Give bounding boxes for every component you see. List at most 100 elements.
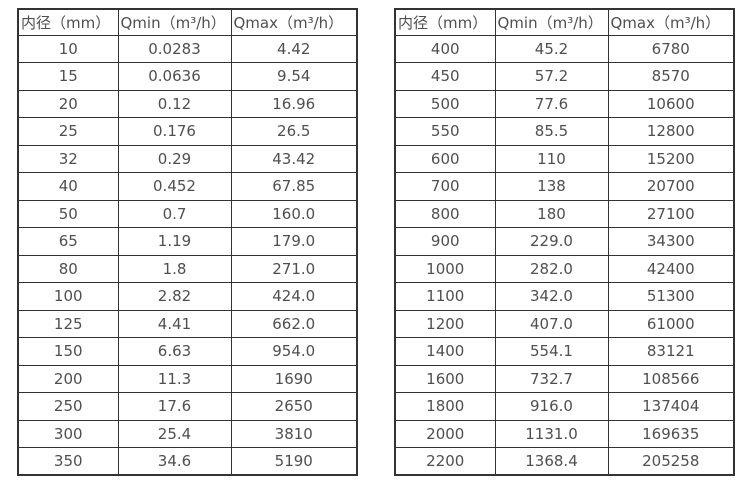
table-row: 65 1.19 179.0 [17,227,358,256]
table-row: 1600 732.7 108566 [394,364,735,393]
table-row: 300 25.4 3810 [17,419,358,448]
table-cell: 100 [17,282,119,311]
table-cell: 6.63 [117,337,232,366]
table-cell: 32 [17,144,119,173]
table-cell: 0.12 [117,89,232,118]
table-cell: 34300 [607,227,735,256]
table-cell: 25 [17,117,119,146]
table-cell: 554.1 [494,337,609,366]
table-cell: 20700 [607,172,735,201]
table-row: 2000 1131.0 169635 [394,419,735,448]
table-cell: 4.41 [117,309,232,338]
table-cell: 500 [394,89,496,118]
table-cell: 400 [394,34,496,63]
table-cell: 205258 [607,447,735,476]
table-cell: 550 [394,117,496,146]
table-cell: 6780 [607,34,735,63]
table-header-row: 内径（mm） Qmin（m³/h） Qmax（m³/h） [17,8,358,36]
table-cell: 65 [17,227,119,256]
table-row: 100 2.82 424.0 [17,282,358,311]
table-cell: 1.8 [117,254,232,283]
table-cell: 1000 [394,254,496,283]
table-row: 40 0.452 67.85 [17,172,358,201]
table-row: 350 34.6 5190 [17,447,358,476]
table-cell: 20 [17,89,119,118]
table-row: 1800 916.0 137404 [394,392,735,421]
table-row: 50 0.7 160.0 [17,199,358,228]
table-cell: 125 [17,309,119,338]
table-cell: 45.2 [494,34,609,63]
table-cell: 1800 [394,392,496,421]
table-row: 200 11.3 1690 [17,364,358,393]
column-header-inner-diameter: 内径（mm） [17,8,119,36]
table-cell: 34.6 [117,447,232,476]
table-cell: 0.29 [117,144,232,173]
table-row: 450 57.2 8570 [394,62,735,91]
table-cell: 42400 [607,254,735,283]
table-cell: 1131.0 [494,419,609,448]
table-header-row: 内径（mm） Qmin（m³/h） Qmax（m³/h） [394,8,735,36]
table-cell: 15 [17,62,119,91]
table-cell: 67.85 [230,172,358,201]
table-cell: 0.0283 [117,34,232,63]
table-cell: 1600 [394,364,496,393]
table-row: 15 0.0636 9.54 [17,62,358,91]
table-cell: 9.54 [230,62,358,91]
column-header-qmax: Qmax（m³/h） [230,8,358,36]
table-cell: 0.7 [117,199,232,228]
table-cell: 27100 [607,199,735,228]
table-row: 1100 342.0 51300 [394,282,735,311]
table-cell: 1.19 [117,227,232,256]
table-cell: 407.0 [494,309,609,338]
column-header-qmax: Qmax（m³/h） [607,8,735,36]
table-cell: 200 [17,364,119,393]
table-cell: 83121 [607,337,735,366]
table-cell: 43.42 [230,144,358,173]
table-body: 400 45.2 6780 450 57.2 8570 500 77.6 10600 550 85.… [394,34,735,476]
table-cell: 916.0 [494,392,609,421]
table-cell: 700 [394,172,496,201]
table-cell: 250 [17,392,119,421]
table-cell: 2.82 [117,282,232,311]
table-cell: 26.5 [230,117,358,146]
table-cell: 229.0 [494,227,609,256]
table-cell: 85.5 [494,117,609,146]
table-cell: 160.0 [230,199,358,228]
table-row: 20 0.12 16.96 [17,89,358,118]
table-cell: 8570 [607,62,735,91]
table-row: 600 110 15200 [394,144,735,173]
table-cell: 900 [394,227,496,256]
table-cell: 1690 [230,364,358,393]
table-row: 1400 554.1 83121 [394,337,735,366]
table-body: 10 0.0283 4.42 15 0.0636 9.54 20 0.12 16.96 25 0.1… [17,34,358,476]
table-cell: 0.452 [117,172,232,201]
table-cell: 271.0 [230,254,358,283]
table-row: 250 17.6 2650 [17,392,358,421]
table-row: 700 138 20700 [394,172,735,201]
column-header-qmin: Qmin（m³/h） [117,8,232,36]
table-cell: 51300 [607,282,735,311]
table-cell: 169635 [607,419,735,448]
table-cell: 424.0 [230,282,358,311]
column-header-inner-diameter: 内径（mm） [394,8,496,36]
table-cell: 110 [494,144,609,173]
table-cell: 800 [394,199,496,228]
table-row: 1000 282.0 42400 [394,254,735,283]
table-cell: 1100 [394,282,496,311]
table-cell: 180 [494,199,609,228]
table-cell: 17.6 [117,392,232,421]
table-cell: 662.0 [230,309,358,338]
column-header-qmin: Qmin（m³/h） [494,8,609,36]
table-row: 32 0.29 43.42 [17,144,358,173]
table-cell: 2650 [230,392,358,421]
table-cell: 282.0 [494,254,609,283]
table-cell: 342.0 [494,282,609,311]
table-row: 400 45.2 6780 [394,34,735,63]
table-cell: 137404 [607,392,735,421]
table-cell: 61000 [607,309,735,338]
table-cell: 12800 [607,117,735,146]
table-cell: 15200 [607,144,735,173]
table-cell: 732.7 [494,364,609,393]
table-row: 800 180 27100 [394,199,735,228]
